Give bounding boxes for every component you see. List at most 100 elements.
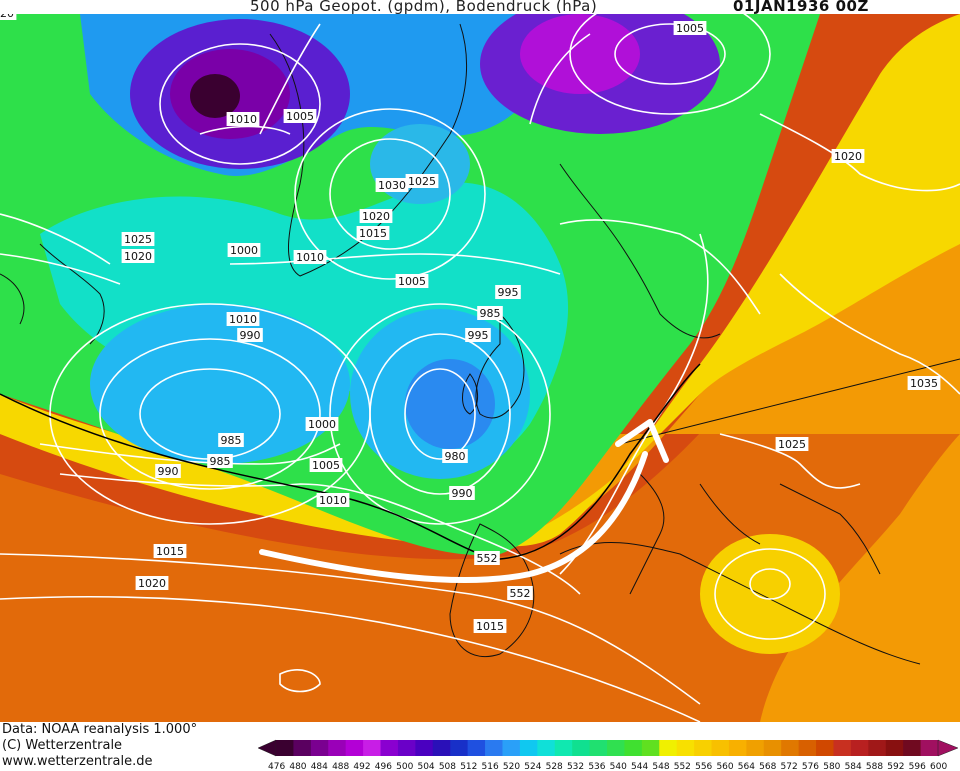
isobar-label: 1030 xyxy=(375,178,409,192)
isobar-label: 1020 xyxy=(121,249,155,263)
colorbar-tick-label: 544 xyxy=(631,762,648,771)
colorbar-cell xyxy=(519,740,538,756)
isobar-label: 552 xyxy=(474,551,500,565)
svg-text:1005: 1005 xyxy=(286,110,314,123)
svg-text:985: 985 xyxy=(210,455,231,468)
colorbar-tick-label: 528 xyxy=(546,762,563,771)
colorbar-cell xyxy=(537,740,556,756)
svg-text:1020: 1020 xyxy=(0,14,14,20)
colorbar-cell xyxy=(293,740,312,756)
colorbar-ticks: 476 480 484 488 492 496 500 504 508 512 516 520 524 5… xyxy=(268,762,947,771)
svg-text:1010: 1010 xyxy=(319,494,347,507)
colorbar-tick-label: 560 xyxy=(716,762,733,771)
colorbar-tick-label: 588 xyxy=(866,762,883,771)
isobar-label: 1025 xyxy=(121,232,155,246)
isobar-label: 1020 xyxy=(831,149,865,163)
svg-text:990: 990 xyxy=(240,329,261,342)
colorbar-cell xyxy=(328,740,347,756)
svg-text:1005: 1005 xyxy=(398,275,426,288)
data-source: Data: NOAA reanalysis 1.000° xyxy=(2,722,198,737)
colorbar-cell xyxy=(607,740,625,756)
svg-text:1015: 1015 xyxy=(156,545,184,558)
svg-text:1005: 1005 xyxy=(312,459,340,472)
svg-text:1020: 1020 xyxy=(362,210,390,223)
svg-text:995: 995 xyxy=(498,286,519,299)
colorbar-cell xyxy=(816,740,834,756)
colorbar-cell xyxy=(467,740,486,756)
isobar-label: 1015 xyxy=(356,226,390,240)
colorbar-lower-extend xyxy=(257,739,277,757)
svg-text:552: 552 xyxy=(477,552,498,565)
svg-text:1035: 1035 xyxy=(910,377,938,390)
colorbar-cell xyxy=(380,740,399,756)
svg-text:1010: 1010 xyxy=(229,313,257,326)
colorbar-cells xyxy=(257,739,959,757)
isobar-label: 1035 xyxy=(907,376,941,390)
svg-text:995: 995 xyxy=(468,329,489,342)
isobar-label: 1020 xyxy=(0,14,17,20)
isobar-label: 1025 xyxy=(775,437,809,451)
svg-text:1020: 1020 xyxy=(834,150,862,163)
colorbar-tick-label: 488 xyxy=(332,762,349,771)
colorbar-cell xyxy=(763,740,782,756)
svg-text:1015: 1015 xyxy=(359,227,387,240)
colorbar-tick-label: 496 xyxy=(375,762,392,771)
map-title: 500 hPa Geopot. (gpdm), Bodendruck (hPa) xyxy=(250,0,598,15)
colorbar-tick-label: 596 xyxy=(909,762,926,771)
colorbar-cell xyxy=(589,740,608,756)
colorbar-tick-label: 572 xyxy=(781,762,798,771)
colorbar-cell xyxy=(432,740,451,756)
colorbar-cell xyxy=(572,740,591,756)
isobar-label: 985 xyxy=(477,306,503,320)
colorbar-cell xyxy=(450,740,469,756)
polar-vortex-west-center xyxy=(190,74,240,118)
isobar-label: 1005 xyxy=(673,21,707,35)
svg-text:552: 552 xyxy=(510,587,531,600)
geopotential-field-yellow xyxy=(0,14,960,547)
geopotential-field-amber xyxy=(0,44,960,722)
low-pressure-core-west xyxy=(90,304,350,464)
colorbar-tick-label: 484 xyxy=(311,762,328,771)
svg-text:1020: 1020 xyxy=(138,577,166,590)
colorbar-cell xyxy=(868,740,887,756)
isobar-label: 985 xyxy=(207,454,233,468)
colorbar-tick-label: 504 xyxy=(417,762,434,771)
isobar-label: 1005 xyxy=(395,274,429,288)
colorbar-cell xyxy=(345,740,364,756)
contour-552 xyxy=(0,363,701,560)
isobar-label: 1000 xyxy=(227,243,261,257)
low-pressure-center-central xyxy=(405,359,495,449)
svg-text:1000: 1000 xyxy=(230,244,258,257)
isobar-label: 1010 xyxy=(293,250,327,264)
colorbar-cell xyxy=(624,740,643,756)
colorbar-cell xyxy=(728,740,747,756)
colorbar-cell xyxy=(885,740,904,756)
svg-text:1025: 1025 xyxy=(408,175,436,188)
colorbar-tick-label: 512 xyxy=(460,762,477,771)
svg-text:1030: 1030 xyxy=(378,179,406,192)
colorbar-tick-label: 540 xyxy=(610,762,627,771)
colorbar-cell xyxy=(659,740,678,756)
mediterranean-high xyxy=(700,534,840,654)
colorbar-tick-label: 508 xyxy=(439,762,456,771)
colorbar-cell xyxy=(850,740,869,756)
isobar-label: 990 xyxy=(237,328,263,342)
copyright: (C) Wetterzentrale xyxy=(2,738,123,753)
svg-text:1020: 1020 xyxy=(124,250,152,263)
colorbar-tick-label: 576 xyxy=(802,762,819,771)
colorbar-upper-extend xyxy=(937,739,959,757)
isobar-label: 980 xyxy=(442,449,468,463)
isobar-label: 995 xyxy=(495,285,521,299)
colorbar-cell xyxy=(676,740,695,756)
colorbar-tick-label: 584 xyxy=(845,762,862,771)
colorbar-cell xyxy=(485,740,503,756)
colorbar-cell xyxy=(641,740,660,756)
isobar-label: 1010 xyxy=(316,493,350,507)
colorbar-cell xyxy=(276,740,294,756)
isobar-label: 1005 xyxy=(283,109,317,123)
isobar-label: 1005 xyxy=(309,458,343,472)
isobar-label: 985 xyxy=(218,433,244,447)
colorbar-cell xyxy=(781,740,800,756)
isobar-label: 1020 xyxy=(359,209,393,223)
